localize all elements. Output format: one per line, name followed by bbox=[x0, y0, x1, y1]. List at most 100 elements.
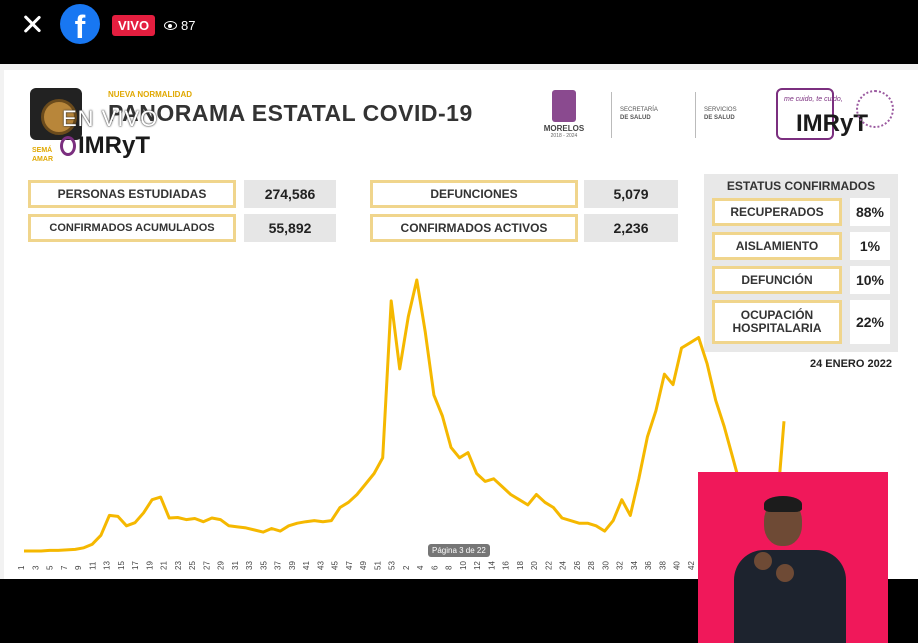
x-tick-label: 29 bbox=[217, 561, 226, 570]
x-tick-label: 13 bbox=[103, 561, 112, 570]
semaforo-label: SEMÁ AMAR bbox=[32, 146, 53, 164]
x-tick-label: 1 bbox=[17, 565, 26, 570]
imryt-logo-icon bbox=[60, 136, 76, 156]
x-tick-label: 39 bbox=[288, 561, 297, 570]
x-tick-label: 6 bbox=[430, 565, 439, 570]
x-tick-label: 4 bbox=[416, 565, 425, 570]
status-value-recuperados: 88% bbox=[850, 198, 890, 226]
x-tick-label: 22 bbox=[544, 561, 553, 570]
confirmados-activos-label: CONFIRMADOS ACTIVOS bbox=[370, 214, 578, 242]
state-seal-icon bbox=[30, 88, 82, 140]
x-tick-label: 5 bbox=[46, 565, 55, 570]
cases-series-line bbox=[24, 278, 786, 553]
status-label-defuncion: DEFUNCIÓN bbox=[712, 266, 842, 294]
x-tick-label: 41 bbox=[302, 561, 311, 570]
imryt-watermark-text: IMRyT bbox=[78, 132, 150, 159]
confirmados-acumulados-label: CONFIRMADOS ACUMULADOS bbox=[28, 214, 236, 242]
video-player[interactable]: NUEVA NORMALIDAD PANORAMA ESTATAL COVID-… bbox=[0, 64, 918, 643]
logo-divider bbox=[611, 92, 612, 138]
servicios-line: DE SALUD bbox=[704, 115, 735, 121]
eye-icon bbox=[164, 21, 177, 30]
semaforo-line: SEMÁ bbox=[32, 147, 53, 154]
logo-divider bbox=[695, 92, 696, 138]
live-badge: VIVO bbox=[112, 15, 156, 36]
x-tick-label: 18 bbox=[516, 561, 525, 570]
x-tick-label: 20 bbox=[530, 561, 539, 570]
defunciones-value: 5,079 bbox=[584, 180, 678, 208]
close-icon[interactable] bbox=[20, 12, 44, 36]
viewer-count-value: 87 bbox=[181, 18, 196, 33]
page-indicator: Página 3 de 22 bbox=[428, 544, 490, 557]
x-tick-label: 7 bbox=[60, 565, 69, 570]
x-tick-label: 24 bbox=[559, 561, 568, 570]
secretaria-line: SECRETARÍA bbox=[620, 107, 658, 113]
covid-cases-line-chart: 1 3 5 7 9 11 13 15 17 19 21 23 25 27 29 31 33 35 37 39 41 43 4… bbox=[17, 278, 786, 570]
x-tick-label: 42 bbox=[687, 561, 696, 570]
interpreter-body bbox=[734, 550, 846, 643]
interpreter-hair bbox=[764, 496, 802, 512]
x-tick-label: 10 bbox=[459, 561, 468, 570]
x-tick-label: 43 bbox=[316, 561, 325, 570]
morelos-emblem-icon bbox=[552, 90, 576, 122]
x-tick-label: 2 bbox=[402, 565, 411, 570]
imryt-frame-icon bbox=[776, 88, 834, 140]
live-video-topbar: f VIVO 87 bbox=[0, 0, 918, 64]
x-tick-label: 27 bbox=[202, 561, 211, 570]
morelos-flower-icon bbox=[856, 90, 894, 128]
x-tick-label: 14 bbox=[487, 561, 496, 570]
nueva-normalidad-label: NUEVA NORMALIDAD bbox=[108, 90, 192, 99]
x-tick-label: 9 bbox=[74, 565, 83, 570]
morelos-period: 2018 - 2024 bbox=[550, 133, 578, 139]
personas-estudiadas-label: PERSONAS ESTUDIADAS bbox=[28, 180, 236, 208]
x-tick-label: 37 bbox=[274, 561, 283, 570]
x-tick-label: 25 bbox=[188, 561, 197, 570]
x-tick-label: 28 bbox=[587, 561, 596, 570]
sign-language-interpreter-video bbox=[698, 472, 888, 643]
status-label-recuperados: RECUPERADOS bbox=[712, 198, 842, 226]
x-tick-label: 17 bbox=[131, 561, 140, 570]
imryt-watermark: IMRyT bbox=[60, 132, 150, 160]
x-tick-label: 11 bbox=[88, 561, 97, 570]
interpreter-hand bbox=[754, 552, 772, 570]
x-tick-label: 36 bbox=[644, 561, 653, 570]
secretaria-salud-logo: SECRETARÍA DE SALUD bbox=[620, 106, 658, 122]
x-tick-label: 30 bbox=[602, 561, 611, 570]
estatus-title: ESTATUS CONFIRMADOS bbox=[726, 179, 876, 193]
morelos-name: MORELOS bbox=[543, 124, 585, 133]
presentation-slide: NUEVA NORMALIDAD PANORAMA ESTATAL COVID-… bbox=[4, 70, 918, 579]
confirmados-activos-value: 2,236 bbox=[584, 214, 678, 242]
morelos-logo: MORELOS 2018 - 2024 bbox=[540, 90, 588, 139]
x-tick-label: 15 bbox=[117, 561, 126, 570]
x-tick-label: 51 bbox=[373, 561, 382, 570]
imryt-slogan: me cuido, te cuido, bbox=[784, 96, 843, 103]
estatus-confirmados-panel: ESTATUS CONFIRMADOS RECUPERADOS 88% AISL… bbox=[704, 174, 898, 352]
semaforo-line: AMAR bbox=[32, 156, 53, 163]
personas-estudiadas-value: 274,586 bbox=[244, 180, 336, 208]
facebook-logo-icon[interactable]: f bbox=[60, 4, 100, 44]
x-tick-label: 45 bbox=[331, 561, 340, 570]
x-tick-label: 19 bbox=[145, 561, 154, 570]
servicios-line: SERVICIOS bbox=[704, 107, 737, 113]
report-date: 24 ENERO 2022 bbox=[810, 358, 892, 370]
x-tick-label: 35 bbox=[259, 561, 268, 570]
status-value-ocupacion: 22% bbox=[850, 300, 890, 344]
interpreter-hand bbox=[776, 564, 794, 582]
x-tick-label: 40 bbox=[673, 561, 682, 570]
x-tick-label: 33 bbox=[245, 561, 254, 570]
x-tick-label: 21 bbox=[160, 561, 169, 570]
x-tick-label: 16 bbox=[502, 561, 511, 570]
x-tick-label: 31 bbox=[231, 561, 240, 570]
slide-title: PANORAMA ESTATAL COVID-19 bbox=[108, 100, 473, 126]
x-tick-label: 47 bbox=[345, 561, 354, 570]
x-tick-label: 23 bbox=[174, 561, 183, 570]
status-label-aislamiento: AISLAMIENTO bbox=[712, 232, 842, 260]
confirmados-acumulados-value: 55,892 bbox=[244, 214, 336, 242]
servicios-salud-logo: SERVICIOS DE SALUD bbox=[704, 106, 737, 122]
x-tick-label: 34 bbox=[630, 561, 639, 570]
status-value-defuncion: 10% bbox=[850, 266, 890, 294]
x-tick-label: 49 bbox=[359, 561, 368, 570]
status-value-aislamiento: 1% bbox=[850, 232, 890, 260]
defunciones-label: DEFUNCIONES bbox=[370, 180, 578, 208]
en-vivo-overlay: EN VIVO bbox=[62, 106, 159, 131]
x-tick-label: 38 bbox=[659, 561, 668, 570]
